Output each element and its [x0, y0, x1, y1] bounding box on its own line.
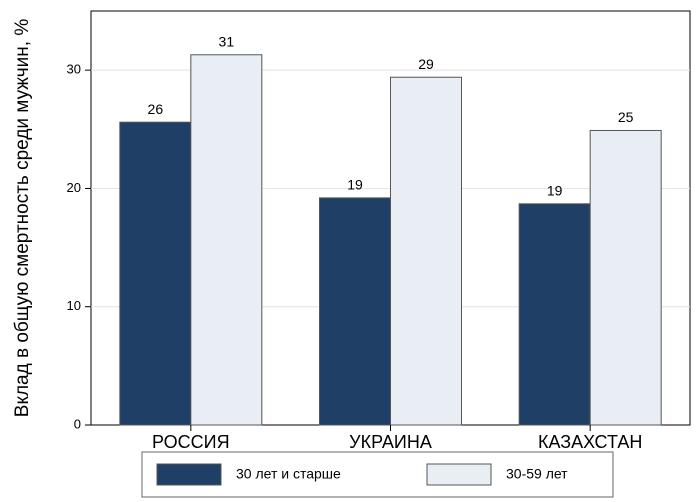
data-label: 19	[547, 183, 563, 199]
x-tick-label: КАЗАХСТАН	[538, 432, 642, 452]
legend-label-series-1: 30 лет и старше	[236, 466, 341, 482]
y-tick-label: 30	[67, 62, 81, 77]
legend-swatch-series-2	[426, 463, 492, 486]
legend-swatch-series-1	[156, 463, 222, 486]
bars	[119, 54, 662, 426]
x-axis: РОССИЯ УКРАИНА КАЗАХСТАН	[152, 425, 642, 452]
data-label: 29	[418, 56, 434, 72]
bar-series-2	[589, 129, 662, 426]
data-label: 19	[347, 177, 363, 193]
bar-series-1	[518, 203, 591, 426]
legend-label-series-2: 30-59 лет	[506, 466, 568, 482]
x-tick-label: УКРАИНА	[349, 432, 432, 452]
data-labels: 26 31 19 29 19 25	[148, 33, 634, 198]
bar-series-2	[390, 76, 462, 426]
legend: 30 лет и старше 30-59 лет	[141, 451, 614, 498]
data-label: 25	[618, 109, 634, 125]
bar-series-1	[319, 197, 391, 426]
bar-series-2	[190, 54, 263, 426]
x-tick-label: РОССИЯ	[152, 432, 230, 452]
y-tick-label: 0	[74, 416, 81, 431]
bar-series-1	[119, 121, 192, 426]
y-tick-label: 10	[67, 298, 81, 313]
y-tick-label: 20	[67, 180, 81, 195]
y-axis: 0 10 20 30	[67, 62, 91, 431]
data-label: 26	[148, 101, 164, 117]
y-axis-title: Вклад в общую смертность среди мужчин, %	[12, 19, 33, 418]
data-label: 31	[219, 33, 235, 49]
